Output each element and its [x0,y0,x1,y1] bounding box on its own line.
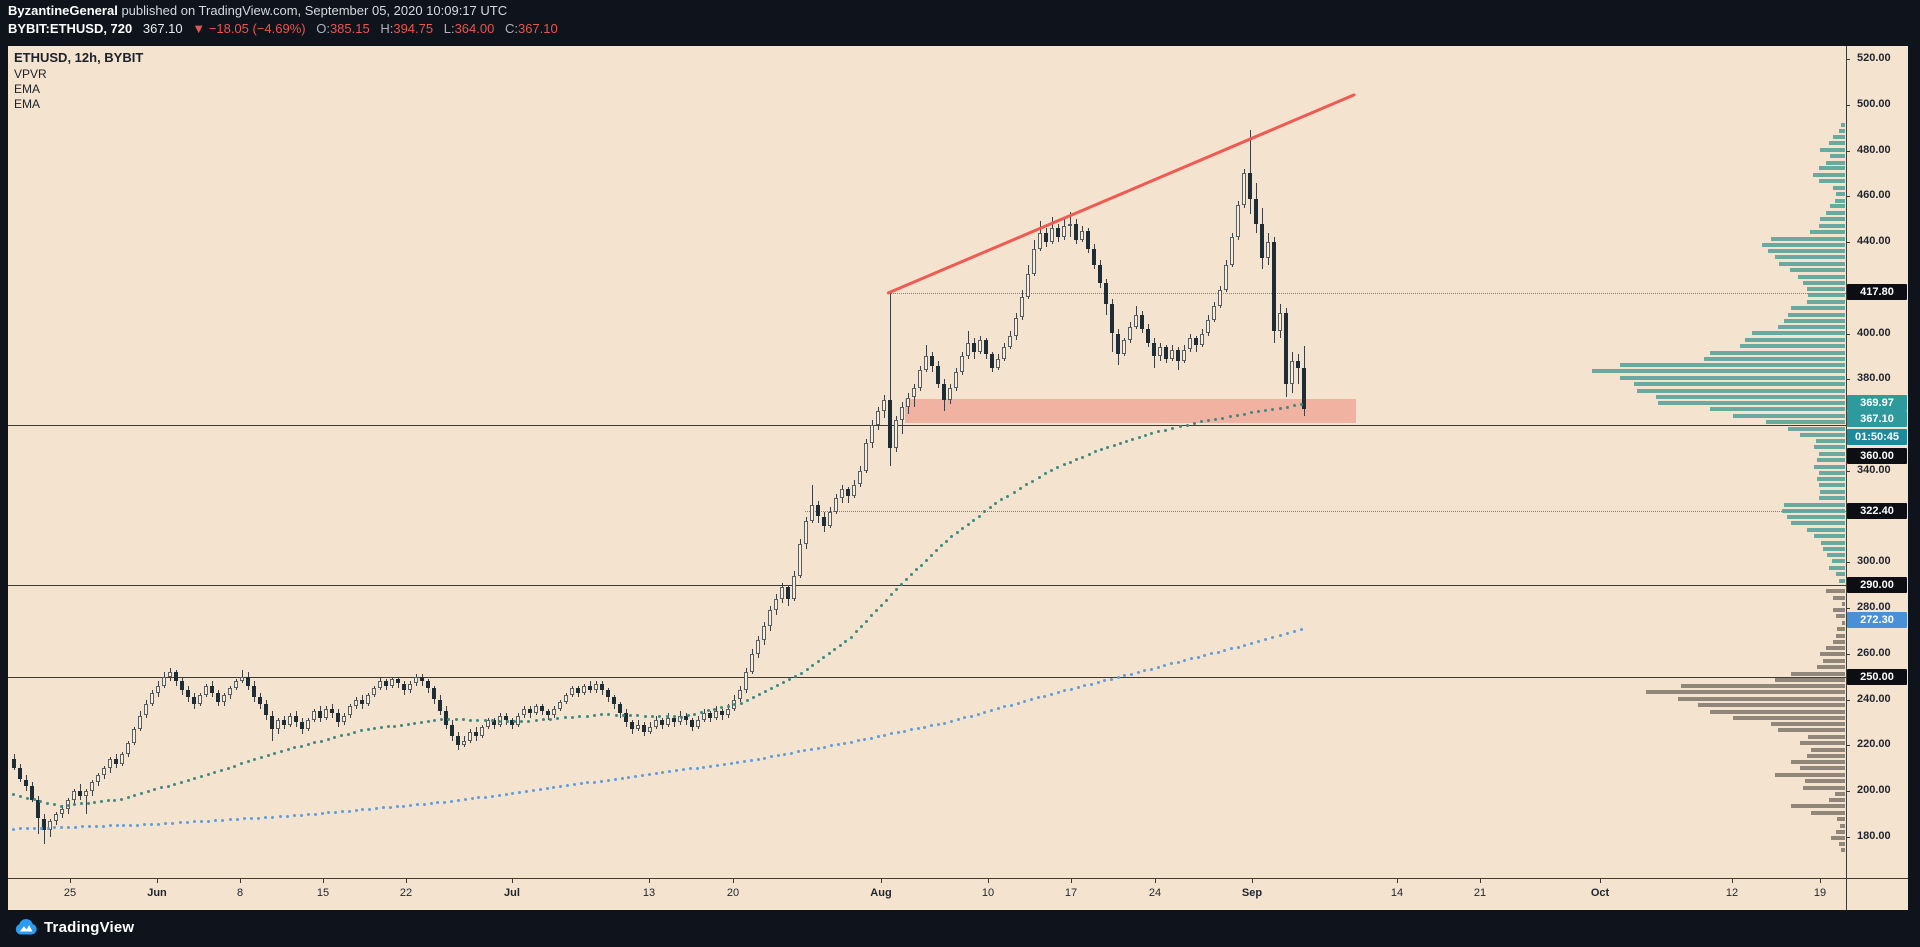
price-change: ▼ −18.05 (−4.69%) [192,21,306,36]
ohlc-info-line: BYBIT:ETHUSD, 720 367.10 ▼ −18.05 (−4.69… [8,21,558,36]
tradingview-logo-icon[interactable] [14,916,38,940]
legend-indicator-ema2[interactable]: EMA [14,97,41,111]
low-label: L: [443,21,455,36]
legend-symbol[interactable]: ETHUSD, 12h, BYBIT [14,50,144,65]
legend-indicator-vpvr[interactable]: VPVR [14,67,47,81]
author-name: ByzantineGeneral [8,3,118,18]
open-value: 385.15 [329,21,370,36]
high-value: 394.75 [393,21,434,36]
publish-info-line: ByzantineGeneral published on TradingVie… [8,3,507,18]
close-label: C: [504,21,518,36]
legend-indicator-ema1[interactable]: EMA [14,82,41,96]
close-value: 367.10 [517,21,558,36]
chart-legend: ETHUSD, 12h, BYBIT VPVR EMA EMA [14,50,143,111]
high-label: H: [380,21,394,36]
snapshot-footer: TradingView [0,910,1920,947]
chart-background[interactable] [8,46,1908,910]
tradingview-brand[interactable]: TradingView [44,919,135,936]
open-label: O: [316,21,330,36]
last-price: 367.10 [142,21,183,36]
snapshot-header: ByzantineGeneral published on TradingVie… [0,0,1920,46]
published-text: published on TradingView.com, September … [117,3,508,18]
symbol-title: BYBIT:ETHUSD, 720 [8,21,133,36]
low-value: 364.00 [454,21,495,36]
